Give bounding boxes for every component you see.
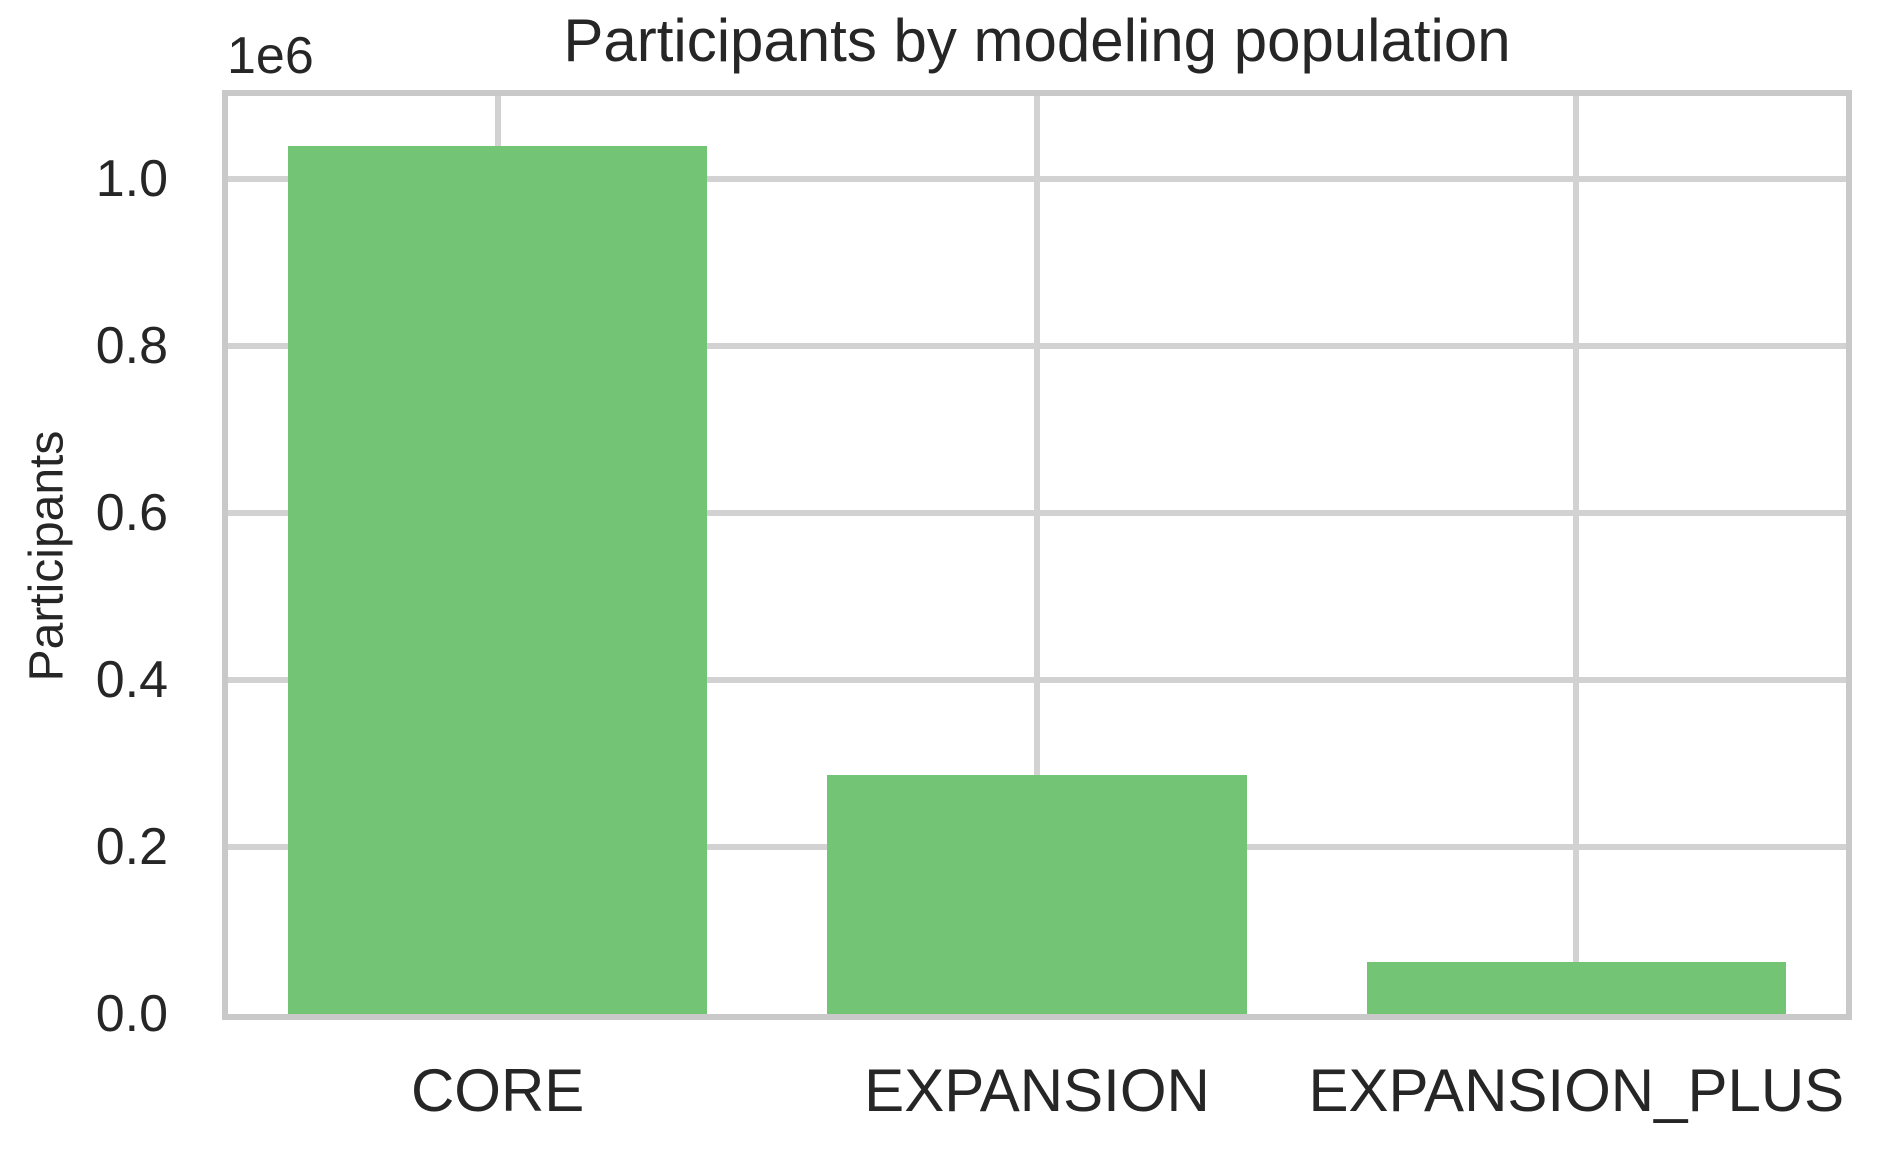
- y-tick-labels: 0.0 0.2 0.4 0.6 0.8 1.0: [0, 96, 168, 1040]
- horizontal-gridline: [228, 677, 1846, 684]
- x-tick-labels: CORE EXPANSION EXPANSION_PLUS: [228, 1058, 1846, 1148]
- bar-core: [288, 146, 708, 1014]
- horizontal-gridline: [228, 343, 1846, 350]
- y-tick-label-0-0: 0.0: [95, 985, 168, 1043]
- y-axis-offset-label: 1e6: [227, 27, 314, 85]
- vertical-gridline: [1034, 96, 1040, 1014]
- horizontal-gridline: [228, 176, 1846, 183]
- y-tick-label-1-0: 1.0: [95, 150, 168, 209]
- plot-area: [222, 90, 1852, 1020]
- x-tick-label-expansion-plus: EXPANSION_PLUS: [1308, 1057, 1845, 1124]
- chart-title: Participants by modeling population: [563, 7, 1511, 74]
- y-tick-label-0-2: 0.2: [95, 818, 168, 877]
- horizontal-gridline: [228, 510, 1846, 517]
- y-tick-label-0-8: 0.8: [95, 317, 168, 376]
- vertical-gridline: [1573, 96, 1580, 1014]
- bar-expansion: [827, 774, 1247, 1014]
- y-tick-label-0-4: 0.4: [95, 651, 168, 710]
- x-tick-label-core: CORE: [410, 1057, 585, 1124]
- bar-expansion-plus: [1366, 962, 1786, 1014]
- y-tick-label-0-6: 0.6: [95, 484, 168, 543]
- x-tick-label-expansion: EXPANSION: [864, 1057, 1210, 1124]
